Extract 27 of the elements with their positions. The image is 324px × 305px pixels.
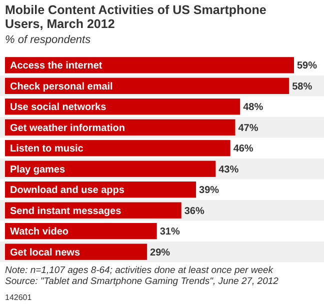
y-tick-label: Get local news	[10, 247, 80, 258]
y-tick-label: Send instant messages	[10, 206, 122, 217]
data-label: 31%	[160, 226, 180, 238]
data-label: 47%	[238, 122, 258, 134]
data-label: 48%	[243, 102, 264, 114]
y-tick-label: Play games	[10, 164, 66, 176]
chart-subtitle: % of respondents	[5, 34, 92, 46]
y-tick-label: Use social networks	[10, 102, 107, 114]
data-label: 29%	[150, 247, 170, 258]
y-tick-label: Download and use apps	[10, 185, 125, 196]
chart-title: Mobile Content Activities of US Smartphone Users, March 2012	[5, 3, 266, 31]
data-label: 58%	[292, 81, 312, 92]
y-tick-label: Get weather information	[10, 122, 126, 134]
text: 142601	[5, 293, 32, 302]
data-label: 43%	[218, 164, 239, 176]
data-label: 59%	[297, 60, 318, 72]
data-label: 36%	[184, 206, 204, 217]
y-tick-label: Listen to music	[10, 144, 84, 155]
bar	[5, 140, 230, 156]
y-tick-label: Watch video	[10, 226, 69, 238]
data-label: 46%	[233, 144, 254, 155]
text: Note: n=1,107 ages 8-64; activities done at least once per week	[5, 265, 274, 276]
data-label: 39%	[199, 185, 220, 196]
y-tick-label: Access the internet	[10, 60, 103, 72]
source-note: Source: "Tablet and Smartphone Gaming Trends", June 27, 2012	[5, 276, 280, 287]
y-tick-label: Check personal email	[10, 81, 114, 92]
bar	[5, 57, 294, 74]
